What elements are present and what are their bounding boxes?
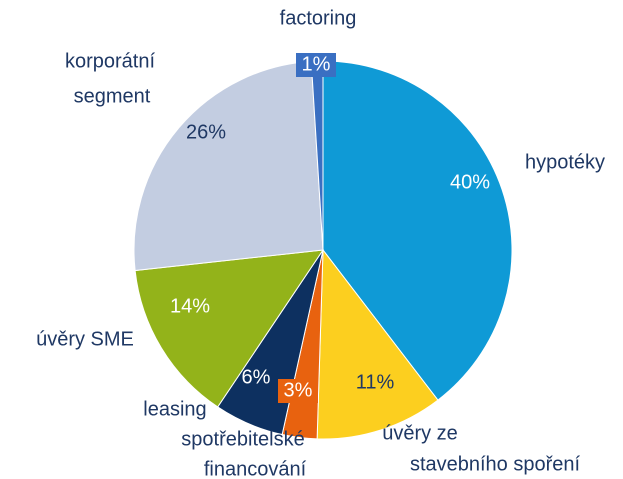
- pie-slice: [133, 60, 324, 272]
- value-label: 11%: [356, 371, 395, 393]
- value-label-box: [278, 379, 318, 403]
- pie-slice: [322, 60, 513, 401]
- value-label: 6%: [242, 366, 271, 388]
- value-label: 1%: [302, 53, 331, 75]
- legend-label: stavebního spoření: [410, 453, 581, 475]
- legend-label: hypotéky: [525, 151, 605, 173]
- value-label: 14%: [170, 295, 210, 317]
- value-label-box: [296, 53, 336, 77]
- legend-label: úvěry SME: [36, 328, 134, 350]
- value-label: 3%: [284, 379, 313, 401]
- legend-label: segment: [74, 85, 151, 107]
- legend-label: spotřebitelské: [181, 428, 304, 450]
- legend-label: financování: [204, 458, 307, 479]
- legend-label: korporátní: [65, 50, 155, 72]
- legend-label: úvěry ze: [382, 422, 458, 444]
- pie-slice: [134, 249, 325, 408]
- value-label: 26%: [186, 121, 226, 143]
- legend-label: factoring: [280, 7, 357, 29]
- value-label: 40%: [450, 171, 490, 193]
- pie-slice: [316, 248, 439, 440]
- legend-label: leasing: [143, 398, 206, 420]
